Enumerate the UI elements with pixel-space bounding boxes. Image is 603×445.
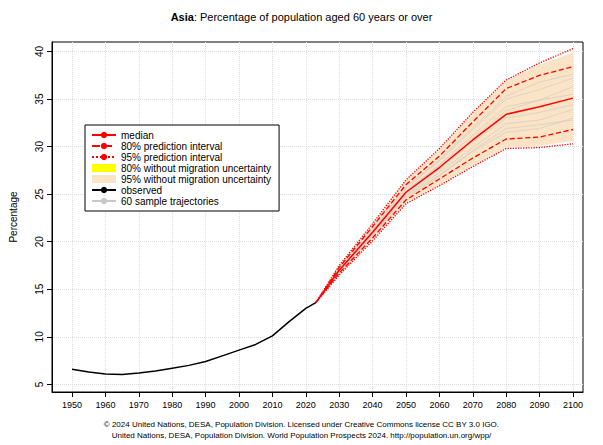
svg-text:60 sample trajectories: 60 sample trajectories [121,196,219,207]
svg-text:median: median [121,130,154,141]
svg-text:2090: 2090 [530,400,550,410]
svg-text:95% prediction interval: 95% prediction interval [121,152,222,163]
svg-text:observed: observed [121,185,162,196]
svg-text:2010: 2010 [262,400,282,410]
svg-text:2080: 2080 [496,400,516,410]
svg-text:2050: 2050 [396,400,416,410]
svg-text:1950: 1950 [62,400,82,410]
svg-text:95% without migration uncertai: 95% without migration uncertainty [121,174,271,185]
svg-text:30: 30 [34,141,45,153]
svg-text:1970: 1970 [129,400,149,410]
svg-text:80% without migration uncertai: 80% without migration uncertainty [121,163,271,174]
svg-text:2030: 2030 [329,400,349,410]
svg-text:15: 15 [34,283,45,295]
svg-text:1980: 1980 [162,400,182,410]
svg-text:2040: 2040 [363,400,383,410]
svg-text:40: 40 [34,46,45,58]
svg-text:20: 20 [34,236,45,248]
svg-text:: Percentage of population age: : Percentage of population aged 60 years… [194,11,433,23]
svg-text:10: 10 [34,331,45,343]
svg-text:2100: 2100 [563,400,583,410]
svg-text:United Nations, DESA, Populati: United Nations, DESA, Population Divisio… [112,431,492,440]
svg-text:© 2024 United Nations, DESA, P: © 2024 United Nations, DESA, Population … [104,420,499,429]
svg-text:25: 25 [34,188,45,200]
svg-text:35: 35 [34,93,45,105]
svg-text:80% prediction interval: 80% prediction interval [121,141,222,152]
svg-text:Asia: Asia [171,11,195,23]
svg-text:Percentage: Percentage [8,191,19,243]
svg-text:2020: 2020 [296,400,316,410]
svg-text:2070: 2070 [463,400,483,410]
svg-text:1990: 1990 [196,400,216,410]
svg-text:2000: 2000 [229,400,249,410]
svg-text:5: 5 [34,381,45,387]
svg-text:2060: 2060 [429,400,449,410]
svg-text:1960: 1960 [95,400,115,410]
